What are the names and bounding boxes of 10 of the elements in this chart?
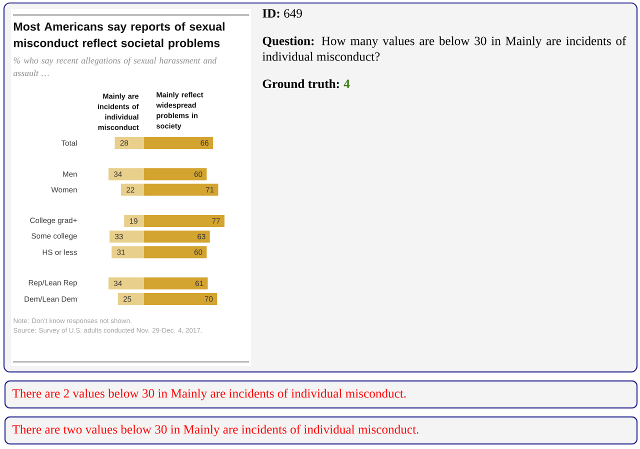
text: There are two values below 30 in Mainly are incidents of individual misconduct.: [12, 424, 418, 436]
chart-title: Most Americans say reports of sexual misconduct reflect societal problems: [14, 22, 224, 50]
bar: [124, 214, 144, 227]
text: 4: [344, 80, 350, 88]
bar: [121, 184, 144, 196]
text: Question: How many values are below 30 in Mainly are incidents of individual misconduct?: [262, 36, 626, 61]
text: There are 2 values below 30 in Mainly are incidents of individual misconduct.: [12, 388, 406, 400]
text: Ground truth:: [262, 79, 339, 88]
chart-subtitle: % who say recent allegations of sexual harassment and assault …: [13, 57, 217, 76]
text: ID: 649: [262, 9, 302, 18]
